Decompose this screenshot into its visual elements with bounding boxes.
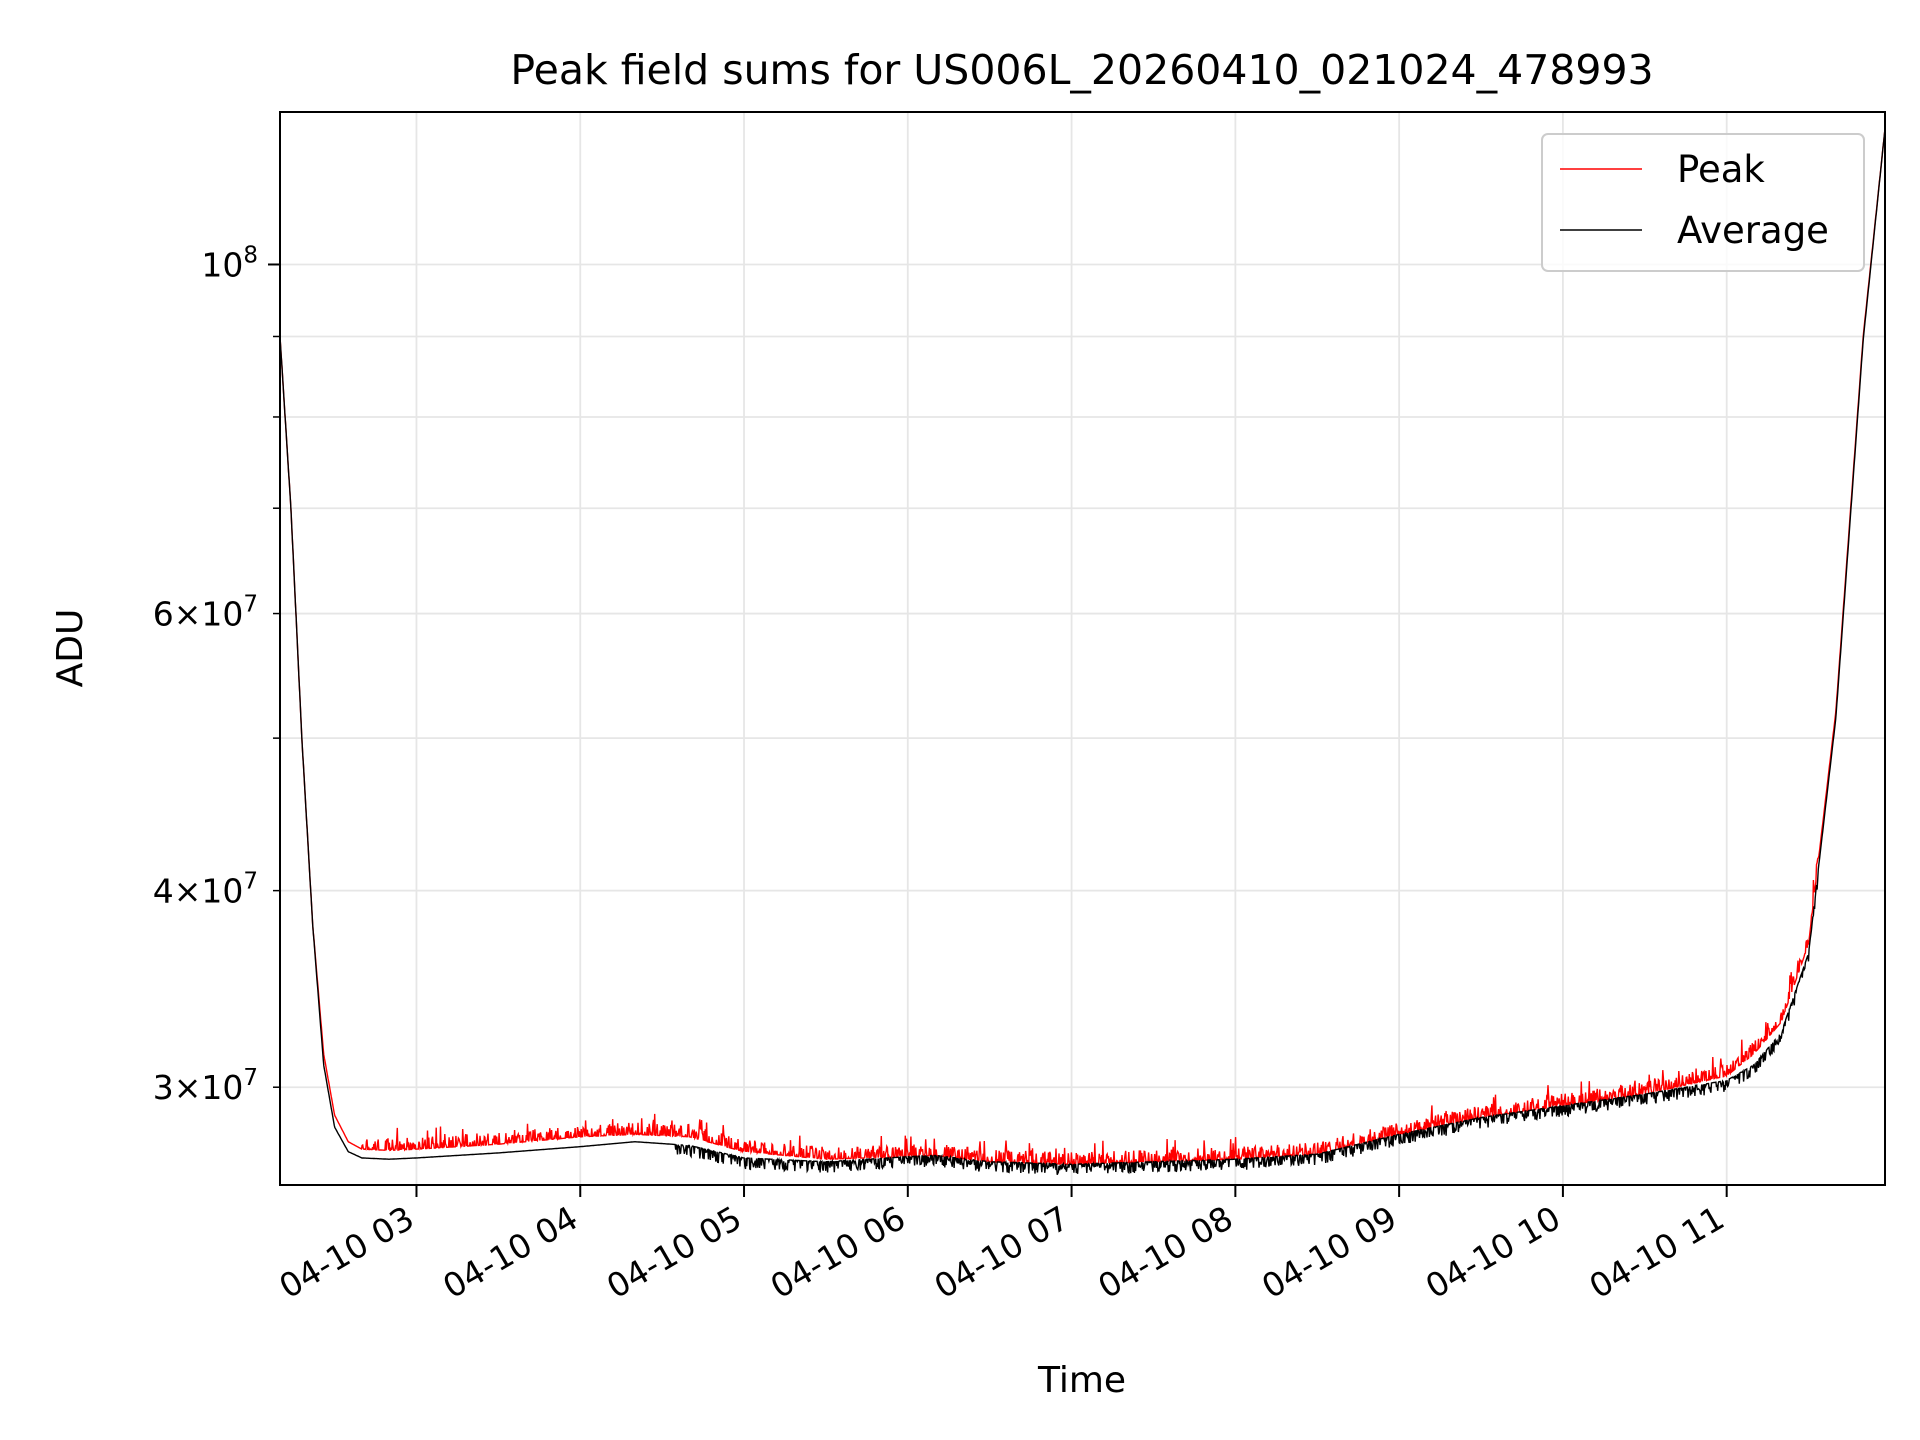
x-axis-label: Time	[1037, 1360, 1126, 1401]
legend-label-average: Average	[1677, 209, 1829, 252]
y-tick-exponent: 7	[243, 592, 258, 618]
y-tick-exponent: 8	[243, 242, 258, 268]
series-lines	[279, 128, 1886, 1175]
legend-label-peak: Peak	[1677, 148, 1765, 191]
y-tick-label: 108	[201, 242, 258, 284]
y-tick-times: ×10	[174, 872, 244, 911]
y-tick-mantissa: 4	[153, 872, 174, 911]
y-tick-exponent: 7	[243, 869, 258, 895]
axis-ticks	[268, 263, 1728, 1197]
plot-area-frame	[279, 111, 1886, 1186]
y-tick-label: 4×107	[153, 869, 258, 911]
y-tick-label: 3×107	[153, 1065, 258, 1107]
chart-title: Peak field sums for US006L_20260410_0210…	[510, 46, 1653, 94]
y-tick-times: ×10	[174, 1068, 244, 1107]
y-tick-exponent: 7	[243, 1065, 258, 1091]
y-tick-label: 6×107	[153, 592, 258, 634]
series-line-average	[279, 128, 1886, 1175]
y-tick-times: ×10	[174, 595, 244, 634]
y-tick-mantissa: 6	[153, 595, 174, 634]
y-tick-base: 10	[201, 245, 243, 284]
legend: Peak Average	[1541, 133, 1865, 272]
y-tick-mantissa: 3	[153, 1068, 174, 1107]
y-axis-label: ADU	[50, 609, 91, 688]
